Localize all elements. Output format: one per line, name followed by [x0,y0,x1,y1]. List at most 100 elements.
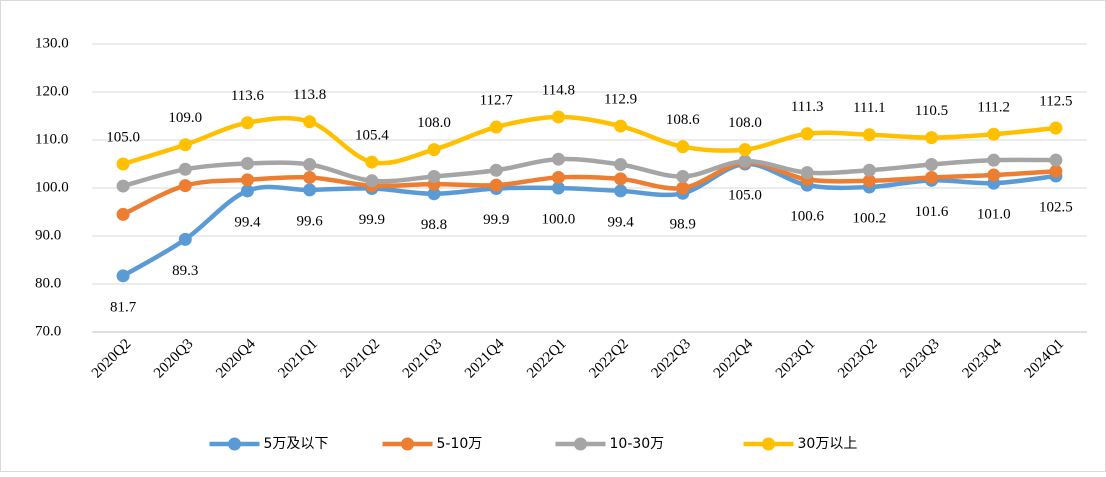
data-point [862,163,876,177]
data-point [178,138,192,152]
legend-marker [762,437,775,451]
data-label: 98.8 [421,217,447,233]
data-point [116,157,130,171]
data-point [240,184,254,198]
data-label: 105.0 [728,187,762,203]
data-point [427,169,441,183]
data-label: 113.6 [231,88,265,104]
data-label: 81.7 [110,299,137,315]
legend-label: 30万以上 [798,436,858,452]
legend: 5万及以下 5-10万 10-30万 30万以上 [209,436,858,452]
legend-label: 5-10万 [437,436,483,452]
data-label: 109.0 [168,110,202,126]
legend-label: 10-30万 [610,436,665,452]
data-label: 111.3 [791,99,824,115]
data-point [303,183,317,197]
data-point [551,110,565,124]
data-label: 99.9 [359,212,385,228]
data-point [551,170,565,184]
data-point [240,157,254,171]
data-point [365,174,379,188]
legend-marker [228,437,241,451]
data-point [987,127,1001,141]
data-point [614,172,628,186]
data-point [800,127,814,141]
data-point [676,169,690,183]
data-label: 112.5 [1039,93,1072,109]
y-tick-label: 110.0 [35,131,68,147]
data-point [987,168,1001,182]
data-label: 114.8 [542,82,575,98]
data-label: 105.4 [355,128,389,144]
data-point [303,170,317,184]
data-point [1049,153,1063,167]
data-label: 110.5 [915,103,948,119]
data-point [365,155,379,169]
data-point [240,116,254,130]
data-label: 102.5 [1039,199,1073,215]
data-point [178,179,192,193]
data-point [489,120,503,134]
data-point [862,128,876,142]
data-point [427,143,441,157]
y-tick-label: 100.0 [35,179,69,195]
data-point [614,184,628,198]
y-tick-label: 70.0 [35,323,61,339]
data-point [738,154,752,168]
data-point [303,115,317,129]
data-point [738,143,752,157]
data-point [116,269,130,283]
data-point [1049,164,1063,178]
data-label: 113.8 [293,87,326,103]
data-point [178,232,192,246]
series-line [120,114,1059,167]
data-point [862,174,876,188]
y-tick-label: 80.0 [35,275,61,291]
data-point [614,119,628,133]
data-label: 111.1 [853,100,886,116]
data-label: 99.4 [234,214,261,230]
series-line [120,160,1059,217]
data-point [116,179,130,193]
data-label: 99.6 [297,213,324,229]
y-tick-label: 130.0 [35,35,69,51]
data-point [551,181,565,195]
y-tick-label: 120.0 [35,83,69,99]
data-point [676,140,690,154]
data-label: 105.0 [106,129,140,145]
data-point [614,157,628,171]
data-label: 108.6 [666,112,700,128]
data-label: 101.6 [915,204,949,220]
series-line [120,161,1059,279]
data-point [240,173,254,187]
data-point [116,207,130,221]
data-label: 111.2 [977,100,1010,116]
data-point [800,166,814,180]
data-label: 99.9 [483,212,509,228]
data-point [489,178,503,192]
data-label: 100.0 [542,211,576,227]
data-point [676,181,690,195]
data-point [551,152,565,166]
data-label: 108.0 [728,115,762,131]
y-tick-label: 90.0 [35,227,61,243]
data-point [925,170,939,184]
legend-label: 5万及以下 [264,436,329,452]
data-point [489,163,503,177]
data-label: 100.6 [790,209,824,225]
data-point [178,162,192,176]
data-label: 89.3 [172,263,198,279]
data-label: 112.9 [604,92,637,108]
data-point [925,131,939,145]
data-label: 112.7 [480,92,514,108]
legend-marker [574,437,587,451]
data-point [427,187,441,201]
data-point [1049,121,1063,135]
legend-marker [401,437,414,451]
series-line [120,156,1059,189]
data-label: 101.0 [977,207,1011,223]
data-label: 100.2 [852,210,886,226]
data-point [925,157,939,171]
data-label: 108.0 [417,115,451,131]
